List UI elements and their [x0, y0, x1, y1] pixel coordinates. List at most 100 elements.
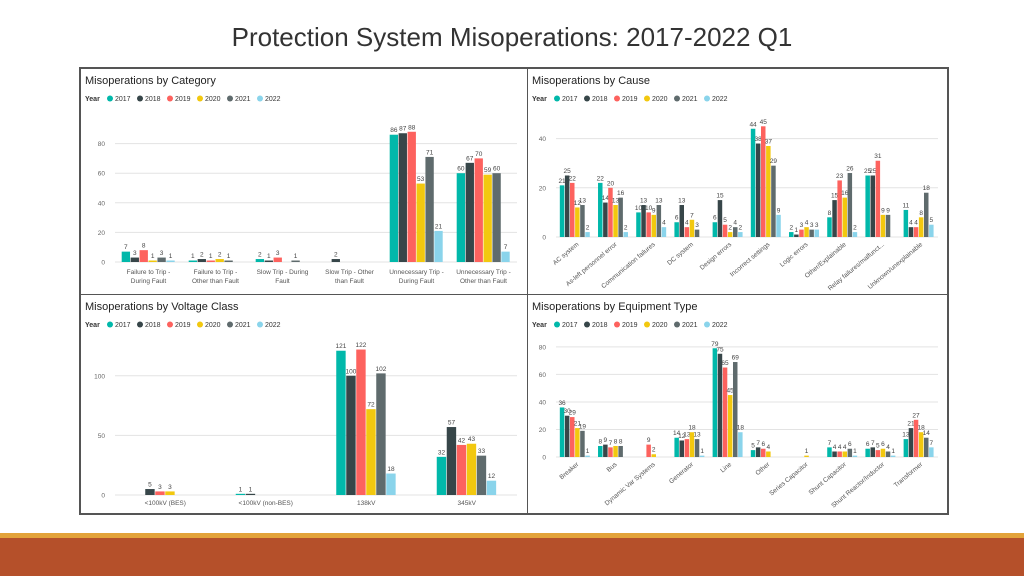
data-label: 20 — [607, 180, 615, 187]
bar-2019 — [407, 131, 416, 262]
data-label: 13 — [579, 198, 587, 205]
bar-2018 — [755, 143, 761, 237]
bar-2019 — [570, 182, 575, 237]
chart-panel-voltage-class[interactable]: Misoperations by Voltage Class Year 2017 20… — [80, 294, 528, 514]
data-label: 4 — [838, 444, 842, 451]
bar-2017 — [636, 212, 641, 237]
data-label: 1 — [191, 253, 195, 260]
chart-panel-cause[interactable]: Misoperations by Cause Year 2017 2018 2019 20… — [527, 68, 948, 295]
bar-2018 — [832, 200, 837, 237]
bar-2017 — [336, 350, 346, 495]
legend-label-2022: 2022 — [265, 96, 281, 103]
bar-2019 — [722, 367, 728, 457]
bar-2021 — [694, 439, 700, 457]
bar-2019 — [608, 187, 613, 237]
bar-2018 — [794, 234, 799, 237]
chart-title: Misoperations by Cause — [532, 75, 650, 87]
legend-marker-2021 — [674, 95, 680, 102]
x-tick-label: Logic errors — [779, 241, 810, 269]
bar-2019 — [913, 419, 919, 457]
data-label: 8 — [919, 210, 923, 217]
data-label: 1 — [151, 253, 155, 260]
bar-2017 — [436, 456, 447, 495]
data-label: 13 — [683, 432, 691, 439]
bar-2018 — [564, 175, 570, 237]
bar-2017 — [750, 128, 756, 237]
bar-2018 — [908, 227, 914, 237]
data-label: 53 — [417, 176, 425, 183]
bar-2022 — [814, 229, 819, 237]
bar-2020 — [575, 428, 580, 457]
data-label: 9 — [647, 437, 651, 444]
data-label: 1 — [586, 448, 590, 455]
bar-2021 — [291, 260, 300, 262]
bar-2017 — [255, 259, 265, 262]
data-label: 7 — [504, 244, 508, 251]
data-label: 9 — [886, 207, 890, 214]
data-label: 102 — [376, 366, 387, 373]
x-tick-label: Failure to Trip - — [194, 269, 238, 276]
x-tick-label: Bus — [606, 461, 620, 474]
bar-2020 — [766, 451, 771, 457]
bar-2017 — [389, 134, 399, 262]
data-label: 1 — [249, 486, 253, 493]
data-label: 1 — [227, 253, 231, 260]
bar-2017 — [712, 348, 718, 457]
legend-label-2021: 2021 — [682, 322, 698, 329]
bar-2022 — [585, 232, 590, 237]
x-tick-label: Breaker — [558, 461, 581, 482]
data-label: 6 — [881, 441, 885, 448]
data-label: 13 — [678, 198, 686, 205]
data-label: 4 — [843, 444, 847, 451]
bar-2021 — [885, 451, 891, 457]
bar-2017 — [456, 173, 466, 262]
data-label: 18 — [918, 425, 926, 432]
legend-label-2021: 2021 — [235, 96, 251, 103]
data-label: 100 — [346, 368, 357, 375]
data-label: 21 — [574, 421, 582, 428]
legend-marker-2022 — [257, 95, 263, 102]
data-label: 2 — [218, 252, 222, 259]
bar-2017 — [903, 439, 909, 457]
data-label: 45 — [727, 388, 735, 395]
data-label: 3 — [695, 222, 699, 229]
bar-2021 — [771, 165, 776, 237]
data-label: 5 — [930, 217, 934, 224]
bar-2017 — [865, 448, 870, 457]
bar-2022 — [929, 224, 934, 237]
data-label: 7 — [828, 440, 832, 447]
bar-2020 — [689, 432, 695, 457]
x-tick-label: Other — [754, 461, 772, 477]
x-tick-label: Other than Fault — [192, 278, 239, 285]
legend-label-2020: 2020 — [205, 322, 221, 329]
data-label: 3 — [133, 250, 137, 257]
legend-label-2018: 2018 — [592, 322, 608, 329]
bar-2019 — [799, 229, 804, 237]
data-label: 6 — [848, 441, 852, 448]
data-label: 1 — [267, 253, 271, 260]
bar-2020 — [483, 174, 492, 262]
bar-2018 — [717, 353, 723, 457]
y-tick-label: 60 — [98, 171, 106, 178]
data-label: 8 — [142, 243, 146, 250]
bar-2020 — [613, 445, 618, 457]
y-tick-label: 20 — [539, 185, 547, 192]
bar-2022 — [738, 232, 743, 237]
data-label: 18 — [688, 425, 696, 432]
legend-marker-2018 — [137, 321, 143, 328]
bar-2019 — [356, 349, 366, 495]
dashboard-frame: Misoperations by Category Year 2017 2018 201… — [79, 67, 949, 515]
bar-2020 — [148, 260, 157, 262]
bar-2019 — [646, 212, 651, 237]
chart-panel-category[interactable]: Misoperations by Category Year 2017 2018 201… — [80, 68, 528, 295]
bar-2017 — [827, 447, 832, 457]
data-label: 14 — [602, 195, 610, 202]
data-label: 1 — [209, 253, 213, 260]
bar-2019 — [761, 448, 766, 457]
data-label: 43 — [468, 436, 476, 443]
data-label: 4 — [914, 220, 918, 227]
bar-2020 — [766, 145, 771, 237]
chart-panel-equipment-type[interactable]: Misoperations by Equipment Type Year 2017 2… — [527, 294, 948, 514]
data-label: 2 — [853, 225, 857, 232]
bar-2018 — [130, 257, 139, 262]
